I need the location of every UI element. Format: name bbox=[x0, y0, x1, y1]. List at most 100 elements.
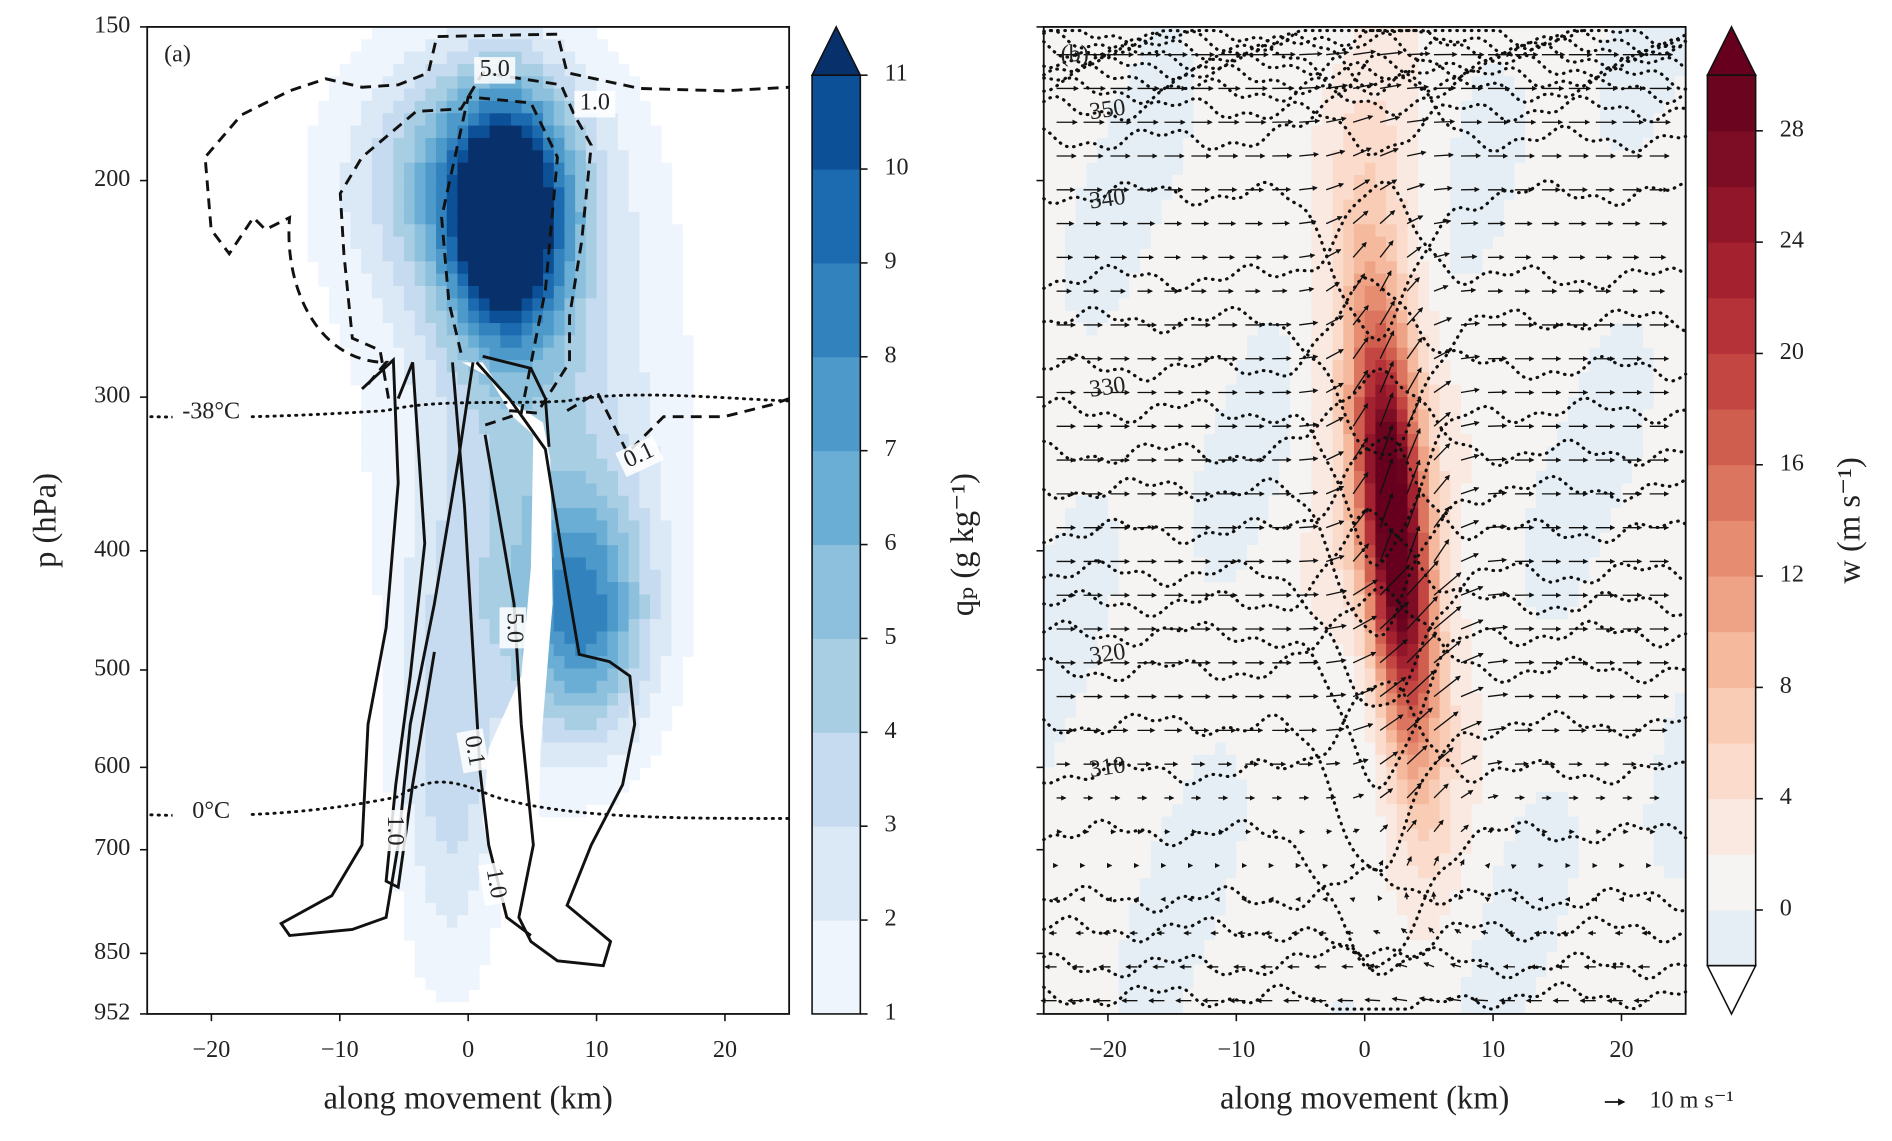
field-cell bbox=[1150, 545, 1163, 559]
field-cell bbox=[617, 557, 630, 571]
field-cell bbox=[1097, 446, 1109, 460]
field-cell bbox=[1129, 137, 1141, 152]
field-cell bbox=[1225, 471, 1238, 485]
field-cell bbox=[1418, 902, 1430, 916]
field-cell bbox=[1140, 63, 1152, 77]
field-cell bbox=[350, 372, 362, 386]
field-cell bbox=[1375, 594, 1387, 608]
field-cell bbox=[1321, 582, 1334, 596]
field-cell bbox=[1247, 643, 1259, 657]
field-cell bbox=[382, 199, 395, 213]
field-cell bbox=[1150, 347, 1163, 361]
field-cell bbox=[1247, 335, 1259, 349]
field-cell bbox=[510, 594, 523, 608]
field-cell bbox=[564, 211, 576, 226]
field-cell bbox=[1107, 495, 1120, 509]
field-cell bbox=[1311, 779, 1323, 793]
field-cell bbox=[1247, 878, 1259, 892]
field-cell bbox=[1311, 643, 1323, 657]
field-cell bbox=[1214, 545, 1227, 559]
field-cell bbox=[1332, 890, 1345, 904]
field-cell bbox=[1375, 952, 1387, 966]
field-cell bbox=[617, 310, 630, 324]
field-cell bbox=[1418, 199, 1430, 213]
field-cell bbox=[500, 582, 512, 596]
field-cell bbox=[1300, 545, 1312, 559]
field-cell bbox=[1407, 458, 1419, 472]
field-cell bbox=[1086, 520, 1098, 534]
field-cell bbox=[1247, 569, 1259, 583]
field-cell bbox=[1375, 902, 1387, 916]
field-cell bbox=[1150, 298, 1163, 312]
field-cell bbox=[1418, 619, 1430, 633]
field-cell bbox=[1396, 816, 1409, 830]
field-cell bbox=[553, 545, 566, 559]
field-cell bbox=[1129, 656, 1141, 670]
field-cell bbox=[532, 261, 544, 275]
field-cell bbox=[650, 631, 662, 645]
field-cell bbox=[521, 88, 534, 102]
field-cell bbox=[1140, 174, 1152, 189]
field-cell bbox=[1161, 39, 1173, 53]
field-cell bbox=[1364, 705, 1377, 719]
field-cell bbox=[617, 569, 630, 583]
field-cell bbox=[414, 717, 427, 731]
field-cell bbox=[1161, 520, 1173, 534]
field-cell bbox=[575, 150, 587, 164]
field-cell bbox=[1375, 791, 1387, 805]
field-cell bbox=[436, 582, 448, 596]
field-cell bbox=[1065, 409, 1077, 423]
field-cell bbox=[639, 421, 651, 435]
field-cell bbox=[543, 397, 555, 411]
field-cell bbox=[1428, 347, 1441, 361]
field-cell bbox=[650, 532, 662, 546]
field-cell bbox=[1107, 890, 1120, 904]
field-cell bbox=[1321, 495, 1334, 509]
field-cell bbox=[371, 100, 384, 115]
field-cell bbox=[457, 434, 469, 448]
field-cell bbox=[425, 495, 437, 509]
field-cell bbox=[1075, 51, 1088, 65]
field-cell bbox=[350, 174, 362, 189]
field-cell bbox=[639, 347, 651, 361]
field-cell bbox=[1225, 125, 1238, 139]
field-cell bbox=[1054, 76, 1066, 90]
field-cell bbox=[1279, 323, 1291, 337]
field-cell bbox=[510, 372, 523, 386]
field-cell bbox=[575, 310, 587, 324]
field-cell bbox=[1354, 939, 1366, 953]
field-cell bbox=[500, 434, 512, 448]
field-cell bbox=[596, 520, 608, 534]
field-cell bbox=[1054, 939, 1066, 953]
field-cell bbox=[617, 779, 630, 793]
field-cell bbox=[393, 656, 405, 670]
field-cell bbox=[553, 335, 566, 349]
field-cell bbox=[307, 125, 320, 139]
field-cell bbox=[457, 199, 469, 213]
field-cell bbox=[1268, 310, 1280, 324]
field-cell bbox=[500, 88, 512, 102]
field-cell bbox=[1343, 976, 1355, 990]
field-cell bbox=[1054, 224, 1066, 238]
field-cell bbox=[1332, 248, 1345, 263]
field-cell bbox=[1129, 582, 1141, 596]
field-cell bbox=[1193, 705, 1205, 719]
field-cell bbox=[478, 434, 491, 448]
field-cell bbox=[1097, 76, 1109, 90]
field-cell bbox=[1182, 804, 1195, 818]
field-cell bbox=[1214, 853, 1227, 867]
field-cell bbox=[478, 174, 491, 189]
field-cell bbox=[617, 668, 630, 682]
field-cell bbox=[1054, 409, 1066, 423]
field-cell bbox=[457, 211, 469, 226]
field-cell bbox=[1268, 51, 1280, 65]
field-cell bbox=[607, 51, 619, 65]
field-cell bbox=[489, 458, 501, 472]
field-cell bbox=[1225, 162, 1238, 176]
field-cell bbox=[1225, 606, 1238, 620]
field-cell bbox=[457, 545, 469, 559]
field-cell bbox=[1279, 582, 1291, 596]
field-cell bbox=[1054, 606, 1066, 620]
field-cell bbox=[1236, 335, 1248, 349]
field-cell bbox=[446, 88, 459, 102]
